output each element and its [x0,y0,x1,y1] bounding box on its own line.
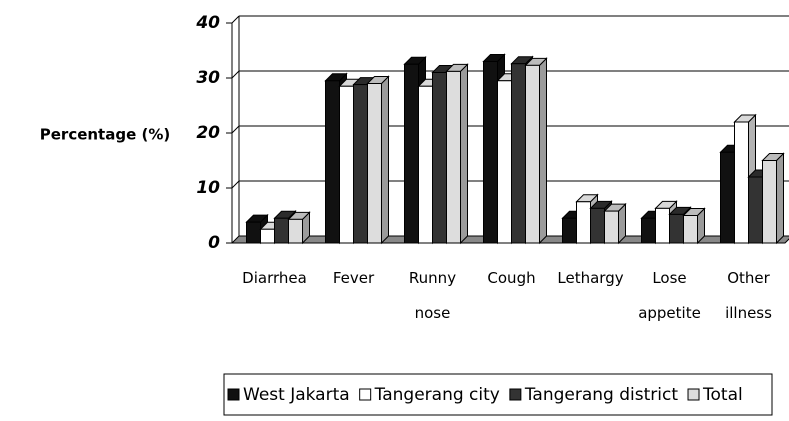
bar [367,83,382,244]
legend-label: Tangerang city [374,385,500,405]
bar [274,217,289,244]
bar [604,210,619,244]
x-tick-label: Runny nose [409,269,456,322]
y-axis-label: Percentage (%) [40,126,170,144]
legend-label: Tangerang district [524,385,678,405]
bar [497,80,512,244]
bar [669,213,684,244]
legend-box [223,373,773,416]
bar [762,160,777,244]
grid-line [231,180,240,189]
bar [641,217,656,244]
bar-side [460,63,468,245]
bar [353,84,368,244]
bar [246,221,261,244]
bar [288,218,303,244]
x-tick-label: Cough [487,269,535,287]
bar-side [539,57,547,245]
y-tick-label: 40 [195,13,220,33]
bar [734,121,749,244]
bar [511,63,526,244]
legend-swatch [359,388,372,401]
x-tick-label: Lethargy [557,269,623,287]
legend-label: Total [702,385,743,405]
grid-line [231,70,240,79]
y-tick-label: 0 [208,233,220,253]
bar [590,207,605,244]
legend-label: West Jakarta [243,385,350,405]
bar [432,72,447,244]
bar [576,201,591,244]
bar [748,176,763,244]
x-tick-label: Other illness [725,269,772,322]
bar [325,80,340,244]
grid-line [231,125,240,134]
grid-line [231,15,240,24]
legend-swatch [687,388,700,401]
x-tick-label: Lose appetite [638,269,701,322]
bar [339,85,354,244]
y-tick-label: 20 [196,123,220,143]
bar [683,215,698,244]
bar [525,64,540,244]
bar [446,70,461,244]
x-tick-label: Fever [333,269,375,287]
bar [418,85,433,244]
bar [260,228,275,244]
bar [655,207,670,244]
legend-swatch [227,388,240,401]
x-tick-label: Diarrhea [242,269,307,287]
bar [404,63,419,244]
bar [720,151,735,244]
y-tick-label: 30 [196,68,220,88]
bar [562,217,577,244]
bar [483,61,498,244]
legend-swatch [509,388,522,401]
bar-side [381,75,389,245]
bar-side [776,152,784,245]
y-tick-label: 10 [196,178,220,198]
